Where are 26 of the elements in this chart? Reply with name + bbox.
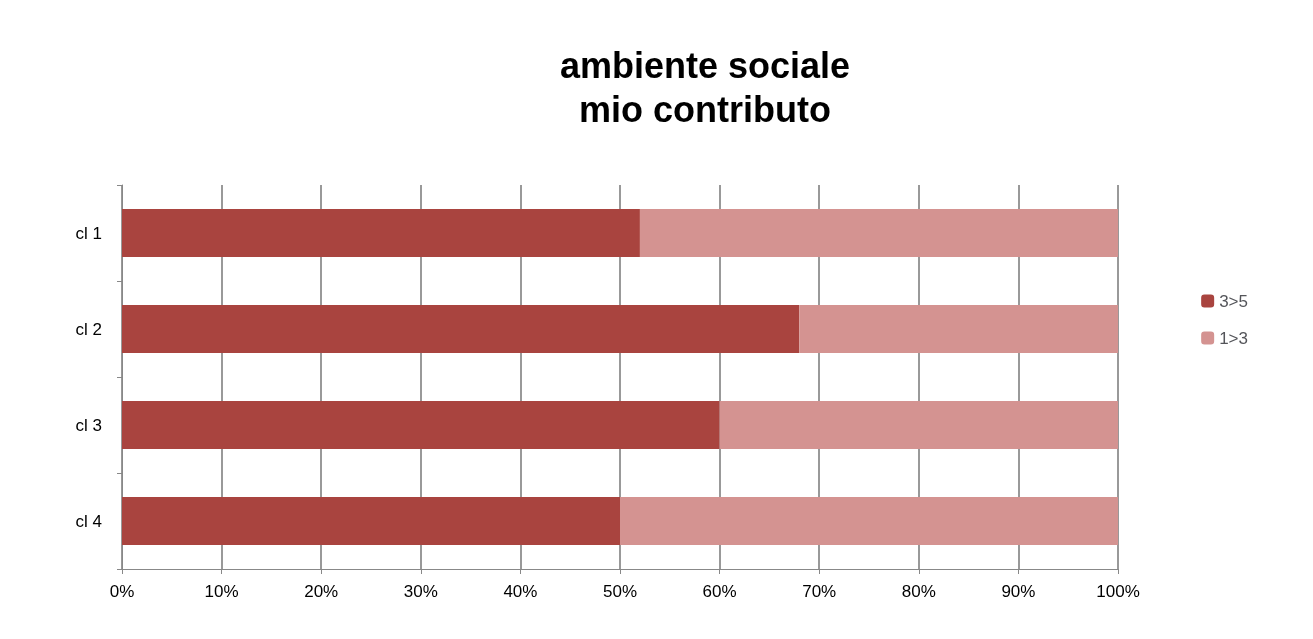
bar — [639, 209, 1118, 257]
bar — [122, 209, 640, 257]
bar — [719, 401, 1118, 449]
y-tick-label: cl 2 — [75, 319, 102, 339]
bar — [620, 497, 1118, 545]
x-tick-label: 90% — [1001, 582, 1036, 601]
legend-label: 1>3 — [1219, 328, 1249, 348]
chart-title: ambiente sociale mio contributo — [559, 44, 851, 130]
x-tick-label: 30% — [403, 582, 438, 601]
legend-label: 3>5 — [1219, 291, 1249, 311]
x-tick-label: 20% — [304, 582, 339, 601]
x-tick-label: 50% — [602, 582, 638, 601]
y-tick-label: cl 3 — [75, 415, 102, 435]
x-tick-label: 60% — [702, 582, 737, 601]
x-tick-label: 10% — [204, 582, 239, 601]
y-tick-label: cl 4 — [75, 511, 102, 531]
x-tick-label: 80% — [901, 582, 936, 601]
x-tick-label: 0% — [109, 582, 135, 601]
bar — [799, 305, 1118, 353]
y-tick-label: cl 1 — [75, 223, 102, 243]
bar — [122, 497, 620, 545]
bar — [122, 305, 800, 353]
bar — [122, 401, 720, 449]
x-tick-label: 70% — [802, 582, 837, 601]
x-tick-label: 100% — [1096, 582, 1140, 601]
x-tick-label: 40% — [503, 582, 538, 601]
